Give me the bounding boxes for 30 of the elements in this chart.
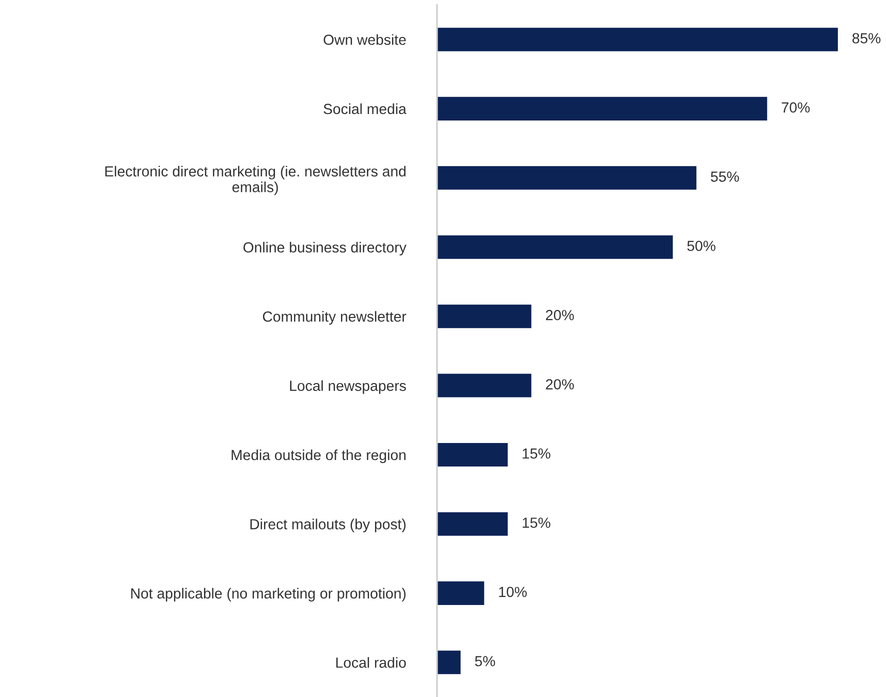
y-tick-label: Community newsletter xyxy=(262,311,406,325)
bar xyxy=(437,581,484,605)
y-tick-label: Not applicable (no marketing or promotion) xyxy=(131,588,406,602)
y-tick-label: Local radio xyxy=(336,657,406,668)
data-label: 70% xyxy=(782,102,810,113)
data-label: 55% xyxy=(710,172,739,182)
data-label: 85% xyxy=(852,33,880,44)
bar xyxy=(437,442,508,467)
data-label: 20% xyxy=(546,379,574,390)
y-tick-label: Direct mailouts (by post) xyxy=(250,518,406,532)
bar xyxy=(437,28,838,52)
bar xyxy=(437,235,673,259)
y-tick-label: Online business directory xyxy=(243,242,406,256)
y-tick-label: Media outside of the region xyxy=(232,449,406,464)
bar xyxy=(437,374,532,398)
data-label: 15% xyxy=(522,518,550,528)
data-label: 15% xyxy=(522,448,550,459)
bar xyxy=(437,166,696,190)
data-label: 5% xyxy=(475,656,496,666)
y-tick-label: Own website xyxy=(324,34,406,45)
y-tick-label: Local newspapers xyxy=(290,380,406,394)
data-label: 20% xyxy=(546,310,574,320)
bar xyxy=(437,512,508,536)
bar xyxy=(437,650,461,674)
data-label: 50% xyxy=(687,240,716,252)
y-tick-label: Electronic direct marketing (ie. newsletters and emails) xyxy=(105,166,406,196)
bar xyxy=(437,304,532,328)
y-tick-label: Social media xyxy=(324,103,406,114)
bar xyxy=(437,96,768,120)
data-label: 10% xyxy=(499,586,527,598)
